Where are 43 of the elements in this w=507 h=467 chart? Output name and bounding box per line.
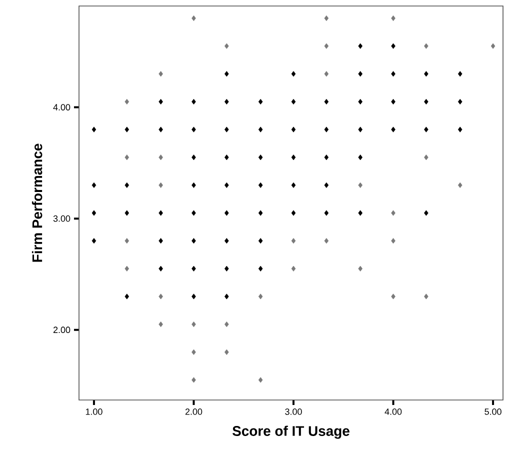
point: [158, 182, 163, 188]
x-tick-label: 3.00: [285, 408, 302, 415]
point: [358, 266, 362, 272]
x-tick-label: 1.00: [86, 408, 102, 415]
y-tick-label: 3.00: [53, 215, 70, 222]
x-tick-label: 4.00: [384, 408, 402, 415]
point: [358, 182, 362, 188]
point: [324, 43, 329, 49]
point: [424, 154, 428, 160]
y-axis-title: Firm Performance: [32, 144, 42, 262]
point: [324, 71, 329, 77]
point: [224, 322, 229, 328]
point: [124, 238, 130, 244]
point: [224, 43, 229, 49]
x-axis-title: Score of IT Usage: [232, 426, 350, 439]
point: [424, 294, 428, 300]
point: [124, 154, 130, 160]
point: [291, 238, 296, 244]
point: [192, 322, 196, 328]
y-tick-label: 2.00: [53, 326, 70, 334]
y-tick-label: 4.00: [53, 104, 70, 110]
point: [258, 294, 263, 300]
point: [490, 43, 496, 49]
point: [258, 377, 263, 383]
point: [391, 210, 396, 216]
point: [158, 71, 163, 77]
x-tick-label: 2.00: [185, 408, 202, 415]
point: [424, 43, 428, 49]
point: [158, 154, 163, 160]
point: [124, 266, 130, 272]
point: [192, 349, 196, 355]
point: [192, 377, 196, 383]
point: [391, 294, 396, 300]
point: [158, 294, 163, 300]
point: [224, 349, 229, 355]
point: [324, 15, 329, 22]
point: [391, 238, 396, 244]
point: [458, 182, 462, 188]
point: [324, 238, 329, 244]
x-tick-label: 5.00: [484, 408, 502, 415]
point: [158, 322, 163, 328]
point: [124, 98, 130, 104]
point: [291, 266, 296, 272]
